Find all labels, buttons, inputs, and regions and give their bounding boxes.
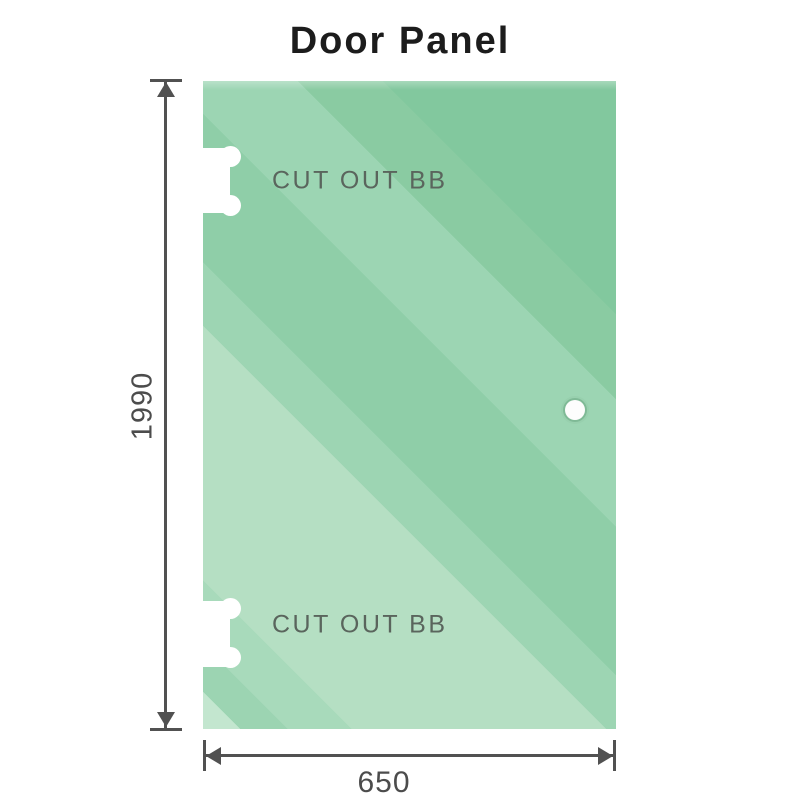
hinge-cutout-bottom-upper-lobe	[220, 598, 241, 619]
height-dimension-bottom-tick	[150, 728, 182, 731]
width-dimension-left-tick	[203, 740, 206, 771]
height-dimension-value: 1990	[126, 371, 159, 441]
handle-hole	[565, 400, 585, 420]
cutout-label-bottom: CUT OUT BB	[272, 610, 448, 639]
height-dimension-arrow-up-icon	[157, 82, 175, 97]
hinge-cutout-top-lower-lobe	[220, 195, 241, 216]
height-dimension-line	[164, 81, 167, 729]
page-title: Door Panel	[289, 20, 511, 62]
glass-panel	[203, 81, 616, 729]
height-dimension-arrow-down-icon	[157, 712, 175, 727]
width-dimension-right-tick	[613, 740, 616, 771]
width-dimension-arrow-right-icon	[598, 747, 613, 765]
width-dimension-line	[205, 754, 615, 757]
cutout-label-top: CUT OUT BB	[272, 166, 448, 195]
width-dimension-value: 650	[357, 766, 411, 799]
height-dimension-top-tick	[150, 79, 182, 82]
hinge-cutout-bottom-lower-lobe	[220, 647, 241, 668]
width-dimension-arrow-left-icon	[206, 747, 221, 765]
hinge-cutout-top-upper-lobe	[220, 146, 241, 167]
